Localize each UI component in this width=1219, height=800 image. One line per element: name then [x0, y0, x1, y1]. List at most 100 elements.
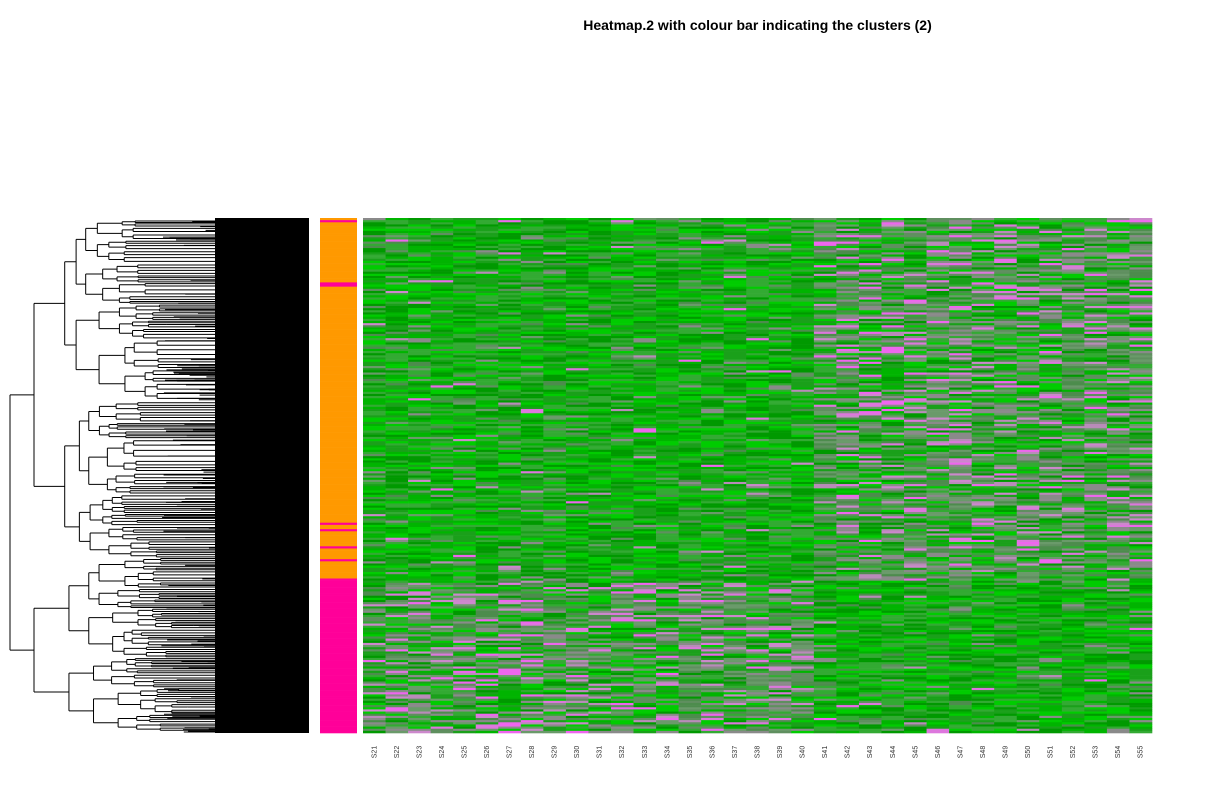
heatmap-cell	[1061, 303, 1085, 307]
heatmap-cell	[1016, 426, 1040, 429]
heatmap-cell	[633, 391, 657, 395]
heatmap-cell	[656, 445, 679, 448]
heatmap-cell	[881, 273, 905, 277]
heatmap-cell	[385, 239, 409, 242]
heatmap-cell	[881, 233, 905, 236]
heatmap-cell	[701, 338, 724, 341]
heatmap-cell	[565, 357, 589, 360]
cluster-bar-segment	[320, 726, 357, 730]
heatmap-cell	[701, 439, 724, 442]
heatmap-cell	[363, 252, 386, 255]
heatmap-cell	[994, 499, 1018, 502]
heatmap-cell	[475, 295, 499, 298]
heatmap-cell	[363, 458, 386, 461]
heatmap-cell	[520, 460, 544, 463]
heatmap-cell	[813, 340, 837, 343]
heatmap-cell	[543, 426, 567, 429]
heatmap-cell	[498, 387, 522, 390]
heatmap-cell	[543, 469, 567, 472]
heatmap-cell	[565, 224, 589, 227]
heatmap-cell	[633, 426, 657, 429]
heatmap-cell	[768, 310, 792, 313]
heatmap-cell	[1084, 387, 1108, 390]
heatmap-cell	[791, 374, 815, 378]
heatmap-cell	[453, 340, 477, 343]
heatmap-cell	[475, 413, 499, 416]
heatmap-cell	[1039, 248, 1063, 251]
heatmap-cell	[453, 329, 477, 333]
heatmap-cell	[543, 400, 567, 403]
cluster-bar-segment	[320, 475, 357, 478]
heatmap-cell	[949, 252, 972, 255]
heatmap-cell	[1016, 248, 1040, 251]
heatmap-cell	[565, 499, 589, 502]
heatmap-cell	[656, 314, 679, 318]
heatmap-cell	[768, 434, 792, 438]
heatmap-cell	[588, 415, 612, 418]
heatmap-cell	[430, 400, 454, 403]
heatmap-cell	[498, 355, 522, 358]
heatmap-cell	[385, 314, 409, 318]
heatmap-cell	[881, 396, 905, 399]
heatmap-cell	[1129, 432, 1153, 436]
heatmap-cell	[498, 222, 522, 225]
heatmap-cell	[1039, 353, 1063, 356]
heatmap-cell	[498, 477, 522, 481]
heatmap-cell	[385, 312, 409, 315]
heatmap-cell	[430, 462, 454, 466]
heatmap-cell	[768, 252, 792, 255]
heatmap-cell	[836, 288, 860, 292]
heatmap-cell	[904, 393, 927, 397]
heatmap-cell	[746, 303, 770, 307]
heatmap-cell	[723, 310, 747, 313]
heatmap-cell	[363, 267, 386, 270]
heatmap-cell	[858, 443, 882, 446]
heatmap-cell	[1061, 402, 1085, 405]
heatmap-cell	[746, 267, 770, 270]
heatmap-cell	[520, 348, 544, 352]
heatmap-cell	[1039, 267, 1063, 270]
heatmap-cell	[994, 252, 1018, 255]
heatmap-cell	[453, 357, 477, 360]
heatmap-cell	[678, 396, 702, 399]
heatmap-cell	[1129, 383, 1153, 386]
heatmap-cell	[1129, 484, 1153, 487]
heatmap-cell	[678, 237, 702, 240]
heatmap-cell	[633, 340, 657, 343]
heatmap-cell	[768, 445, 792, 448]
heatmap-cell	[520, 220, 544, 223]
heatmap-cell	[610, 366, 634, 369]
heatmap-cell	[836, 454, 860, 457]
heatmap-cell	[475, 258, 499, 262]
heatmap-cell	[1084, 400, 1108, 403]
heatmap-cell	[475, 443, 499, 446]
heatmap-cell	[498, 275, 522, 279]
heatmap-cell	[836, 479, 860, 483]
heatmap-cell	[520, 376, 544, 380]
heatmap-cell	[430, 338, 454, 341]
heatmap-cell	[453, 269, 477, 272]
heatmap-cell	[701, 331, 724, 335]
heatmap-cell	[520, 269, 544, 272]
heatmap-cell	[949, 275, 972, 279]
heatmap-cell	[701, 254, 724, 257]
heatmap-cell	[701, 361, 724, 365]
heatmap-cell	[701, 222, 724, 225]
heatmap-cell	[768, 224, 792, 227]
heatmap-cell	[904, 275, 927, 279]
heatmap-cell	[363, 336, 386, 339]
heatmap-cell	[904, 336, 927, 339]
heatmap-cell	[858, 381, 882, 384]
heatmap-cell	[971, 245, 995, 249]
heatmap-cell	[1106, 439, 1130, 442]
heatmap-cell	[949, 434, 972, 438]
heatmap-cell	[385, 415, 409, 418]
heatmap-cell	[881, 265, 905, 268]
heatmap-cell	[858, 421, 882, 425]
heatmap-cell	[813, 490, 837, 493]
heatmap-cell	[565, 303, 589, 307]
heatmap-cell	[1039, 456, 1063, 459]
heatmap-cell	[768, 370, 792, 373]
heatmap-cell	[520, 415, 544, 418]
heatmap-cell	[768, 353, 792, 356]
